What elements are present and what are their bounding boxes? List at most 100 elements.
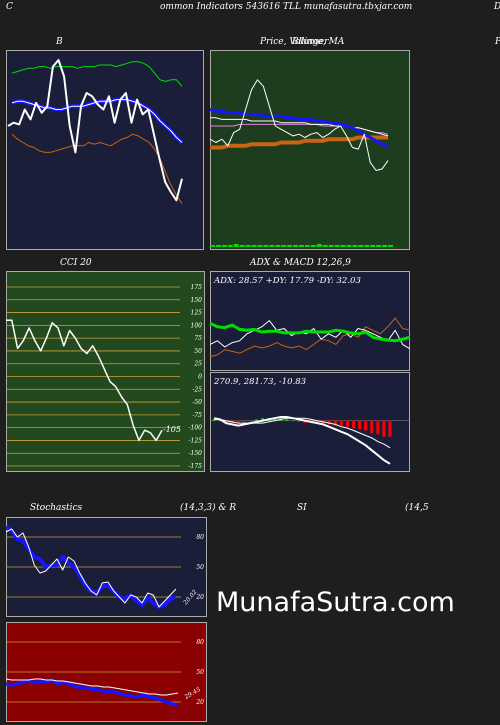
rsi-tick-label: 20 — [195, 699, 204, 706]
rsi-tick-label: 50 — [196, 669, 204, 676]
header-right-letter: D — [494, 2, 500, 12]
volume-bar — [293, 245, 299, 247]
macd-histogram-bar — [327, 420, 331, 425]
volume-bar — [322, 245, 328, 247]
cci-tick-label: -75 — [192, 412, 202, 419]
volume-bar — [304, 245, 310, 247]
adx-line — [210, 321, 410, 343]
volume-bar — [233, 244, 239, 247]
cci-tick-label: -125 — [189, 437, 203, 444]
price-orange-band — [210, 135, 388, 150]
rsi-ma-line — [6, 678, 179, 696]
si-label: SI — [297, 503, 307, 513]
stochastics-k-line — [6, 528, 177, 608]
volume-bar — [215, 245, 221, 247]
volume-bar — [221, 245, 227, 247]
rsi-chart: 80 50 20 29.45 — [6, 622, 207, 722]
macd-histogram-bar — [352, 420, 356, 429]
adx-chart: ADX: 28.57 +DY: 17.79 -DY: 32.03 — [210, 271, 410, 371]
volume-bar — [364, 245, 370, 247]
volume-bar — [263, 245, 269, 247]
adx-values: ADX: 28.57 +DY: 17.79 -DY: 32.03 — [213, 276, 361, 286]
cci-tick-label: -25 — [192, 386, 202, 393]
si-params-label: (14,5 — [405, 503, 429, 513]
price-volume-ma-chart — [210, 50, 410, 250]
cci-tick-label: 175 — [191, 284, 203, 291]
bollinger-upper-band — [11, 61, 183, 87]
rsi-tick-label: 80 — [196, 639, 204, 646]
stochastics-tick-label: 20 — [195, 594, 204, 601]
macd-histogram-bar — [255, 419, 258, 421]
macd-histogram-bar — [376, 420, 380, 435]
stoch-params-label: (14,3,3) & R — [180, 503, 237, 513]
volume-bar — [370, 245, 376, 247]
stochastics-chart: 80 50 20 20.02 — [6, 517, 207, 617]
macd-histogram-bar — [242, 420, 246, 422]
volume-bar — [340, 245, 346, 247]
price-ma-short — [210, 108, 389, 149]
price-ma-label: Price, Volume, MA — [260, 37, 345, 47]
cci-line — [6, 319, 163, 442]
overlap-label: Bllinger — [292, 37, 329, 47]
cci-tick-label: -50 — [192, 399, 202, 406]
macd-histogram-bar — [358, 420, 362, 430]
cci-tick-label: -175 — [189, 463, 203, 470]
macd-histogram-bar — [273, 418, 277, 421]
watermark: MunafaSutra.com — [216, 587, 455, 618]
header-left-letter: C — [6, 2, 13, 12]
price-background — [210, 50, 410, 250]
cci-tick-label: 75 — [194, 335, 202, 342]
bollinger-background — [6, 50, 204, 250]
macd-histogram-bar — [339, 420, 343, 426]
bollinger-price-line — [7, 59, 183, 202]
macd-histogram-bar — [291, 420, 295, 422]
stochastics-tick-label: 80 — [196, 534, 204, 541]
stochastics-label: Stochastics — [30, 503, 83, 513]
macd-histogram-bar — [364, 420, 368, 431]
volume-bar — [328, 245, 334, 247]
bollinger-label: B — [56, 37, 63, 47]
volume-bar — [210, 245, 215, 247]
stochastics-tick-label: 50 — [196, 564, 204, 571]
right-cut-label: P — [495, 37, 500, 47]
volume-bar — [251, 245, 257, 247]
macd-histogram-bar — [297, 420, 301, 422]
volume-bar — [299, 245, 304, 247]
page-title: ommon Indicators 543616 TLL munafasutra.… — [160, 2, 413, 12]
cci-tick-label: 0 — [198, 374, 202, 381]
macd-signal-line — [214, 417, 391, 449]
macd-histogram-bar — [218, 420, 222, 422]
volume-bar — [245, 245, 251, 247]
cci-tick-label: -100 — [189, 425, 203, 432]
volume-bar — [316, 244, 322, 247]
cci-chart: 175 150 125 100 75 50 25 0 -25 -50 -75 -100 -125 -150… — [6, 271, 205, 472]
rsi-line — [6, 678, 179, 707]
cci-tick-label: 25 — [193, 361, 202, 368]
macd-histogram-bar — [248, 420, 252, 422]
volume-bar — [275, 245, 281, 247]
volume-bar — [257, 245, 263, 247]
macd-histogram-bar — [212, 419, 216, 421]
macd-histogram-bar — [261, 418, 265, 421]
cci-tick-label: 50 — [194, 348, 202, 355]
macd-histogram-bar — [333, 420, 337, 426]
volume-bar — [227, 245, 233, 247]
volume-bar — [239, 245, 245, 247]
macd-values: 270.9, 281.73, -10.83 — [213, 377, 306, 387]
cci-tick-label: 150 — [191, 297, 203, 304]
macd-histogram-bar — [382, 420, 386, 437]
volume-bar — [269, 245, 275, 247]
volume-bar — [388, 245, 393, 247]
volume-bar — [310, 245, 316, 247]
macd-chart: 270.9, 281.73, -10.83 — [210, 372, 410, 472]
volume-bar — [382, 245, 388, 247]
macd-histogram-bar — [346, 420, 349, 427]
volume-bar — [346, 245, 352, 247]
macd-histogram-bar — [224, 420, 228, 424]
adx-minus-di-line — [210, 317, 410, 358]
volume-bar — [334, 245, 340, 247]
macd-histogram-bar — [370, 420, 374, 433]
cci-tick-label: 125 — [191, 310, 203, 317]
volume-bar — [287, 245, 293, 247]
macd-histogram-bar — [303, 420, 307, 424]
